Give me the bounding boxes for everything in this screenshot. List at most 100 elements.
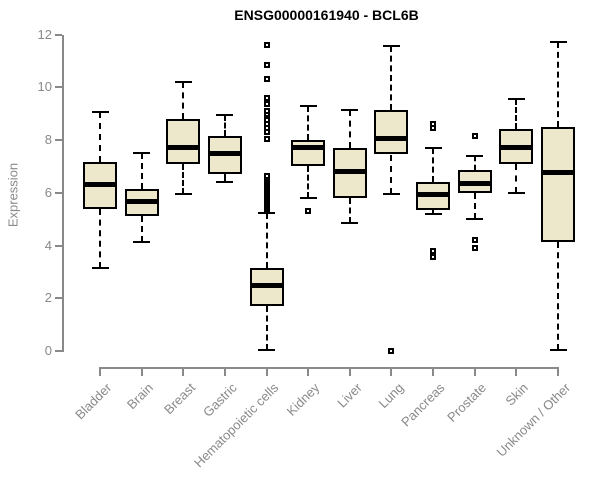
upper-whisker-cap [424,146,442,149]
median-line [499,145,534,151]
x-tick-label: Brain [124,380,157,413]
upper-whisker-cap [174,80,192,83]
chart-title: ENSG00000161940 - BCL6B [234,7,419,23]
x-axis-tick [348,369,351,376]
lower-whisker-cap [258,348,276,351]
lower-whisker [348,198,351,224]
upper-whisker-cap [216,113,234,116]
lower-whisker-cap [133,240,151,243]
box [374,109,409,155]
median-line [541,170,576,176]
x-tick-label: Unknown / Other [493,380,573,460]
x-tick-label: Lung [375,380,407,412]
lower-whisker-cap [466,218,484,221]
x-tick-label: Kidney [284,380,323,419]
lower-whisker-cap [382,193,400,196]
y-axis-tick [55,86,62,89]
outlier-point [263,135,270,142]
x-tick-label: Pancreas [398,380,448,430]
box [291,140,326,167]
x-axis-tick [99,369,101,376]
lower-whisker-cap [299,197,317,200]
x-tick-label: Gastric [199,380,240,420]
y-tick-label: 4 [44,237,52,253]
outlier-point [388,348,395,354]
upper-whisker-cap [133,152,151,155]
y-tick-label: 8 [44,132,52,147]
x-axis-tick [140,369,143,376]
upper-whisker [515,99,518,130]
upper-whisker [473,155,476,171]
x-tick-label: Bladder [72,380,115,423]
median-line [83,182,117,188]
lower-whisker-cap [424,212,442,215]
outlier-point [471,237,478,244]
upper-whisker [223,114,226,137]
x-axis-tick [390,369,393,376]
outlier-point [430,125,437,132]
outlier-point [263,107,270,114]
lower-whisker-cap [507,191,525,194]
upper-whisker [348,109,351,148]
y-axis-tick [55,350,62,352]
median-line [457,181,492,187]
lower-whisker [307,166,310,199]
outlier-point [471,245,478,252]
outlier-point [263,101,270,108]
upper-whisker-cap [299,104,317,107]
median-line [291,145,326,151]
lower-whisker [432,209,435,214]
outlier-point [263,42,270,49]
lower-whisker-cap [174,193,192,196]
upper-whisker-cap [258,211,276,214]
x-axis-tick [557,369,560,376]
y-tick-label: 12 [37,26,52,42]
median-line [166,145,201,151]
upper-whisker [265,212,268,268]
upper-whisker [99,112,101,163]
lower-whisker [473,192,476,220]
lower-whisker-cap [549,348,567,351]
outlier-point [263,94,270,101]
lower-whisker [140,216,143,242]
upper-whisker [557,42,560,127]
lower-whisker [223,174,226,183]
lower-whisker [515,163,518,193]
median-line [332,169,367,175]
upper-whisker [140,153,143,189]
upper-whisker [307,105,310,140]
lower-whisker [99,208,101,268]
lower-whisker-cap [216,181,234,184]
y-axis-tick [55,191,62,194]
x-tick-label: Skin [502,380,532,409]
outlier-point [430,247,437,254]
x-axis-tick [223,369,226,376]
outlier-point [263,61,270,68]
box [166,118,201,164]
median-line [374,136,409,142]
y-tick-label: 6 [44,184,52,200]
y-axis-tick [55,297,62,300]
x-axis-tick [182,369,185,376]
x-tick-label: Liver [333,380,365,411]
upper-whisker [432,147,435,183]
upper-whisker-cap [549,41,567,44]
lower-whisker-cap [341,222,359,225]
x-axis-line [99,367,560,369]
x-axis-tick [515,369,518,376]
lower-whisker-cap [91,266,109,269]
lower-whisker [265,306,268,350]
x-axis-tick [307,369,310,376]
x-axis-tick [265,369,268,376]
x-axis-tick [473,369,476,376]
y-axis-tick [55,33,62,36]
outlier-point [263,76,270,83]
median-line [124,199,159,205]
y-axis-line [62,34,64,352]
x-axis-tick [432,369,435,376]
lower-whisker [182,163,185,195]
y-tick-label: 10 [37,79,52,95]
median-line [207,150,242,156]
